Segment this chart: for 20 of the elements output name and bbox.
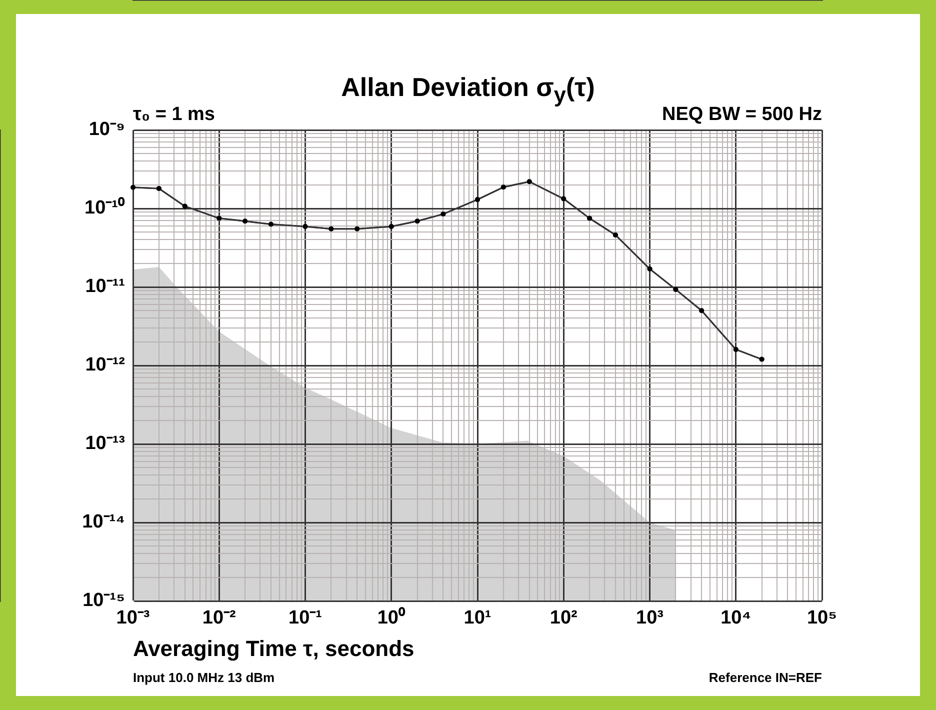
text: Input 10.0 MHz 13 dBm (133, 670, 275, 685)
x-axis-title: Averaging Time τ, seconds (133, 636, 414, 662)
text: NEQ BW = 500 Hz (662, 104, 822, 126)
x-tick-label: 10² (550, 608, 578, 629)
text: Reference IN=REF (708, 670, 822, 685)
y-tick-label: 10⁻⁹ (88, 119, 125, 140)
y-tick-label: 10⁻¹¹ (85, 276, 125, 298)
x-tick-label: 10⁴ (720, 608, 752, 629)
x-tick-label: 10⁻¹ (288, 608, 322, 629)
x-tick-label: 10⁻² (202, 608, 236, 629)
x-tick-label: 10³ (636, 608, 664, 629)
x-tick-label: 10⁵ (806, 608, 838, 629)
x-tick-label: 10¹ (464, 608, 492, 629)
y-tick-label: 10⁻¹² (85, 354, 125, 376)
text: τ₀ = 1 ms (133, 104, 216, 126)
x-tick-label: 10⁰ (377, 606, 406, 629)
y-tick-label: 10⁻¹³ (85, 433, 125, 454)
y-tick-label: 10⁻¹⁴ (82, 512, 125, 533)
y-tick-label: 10⁻¹⁰ (84, 196, 125, 219)
chart-title: Allan Deviation σ$_{y}$(τ) (341, 72, 595, 108)
